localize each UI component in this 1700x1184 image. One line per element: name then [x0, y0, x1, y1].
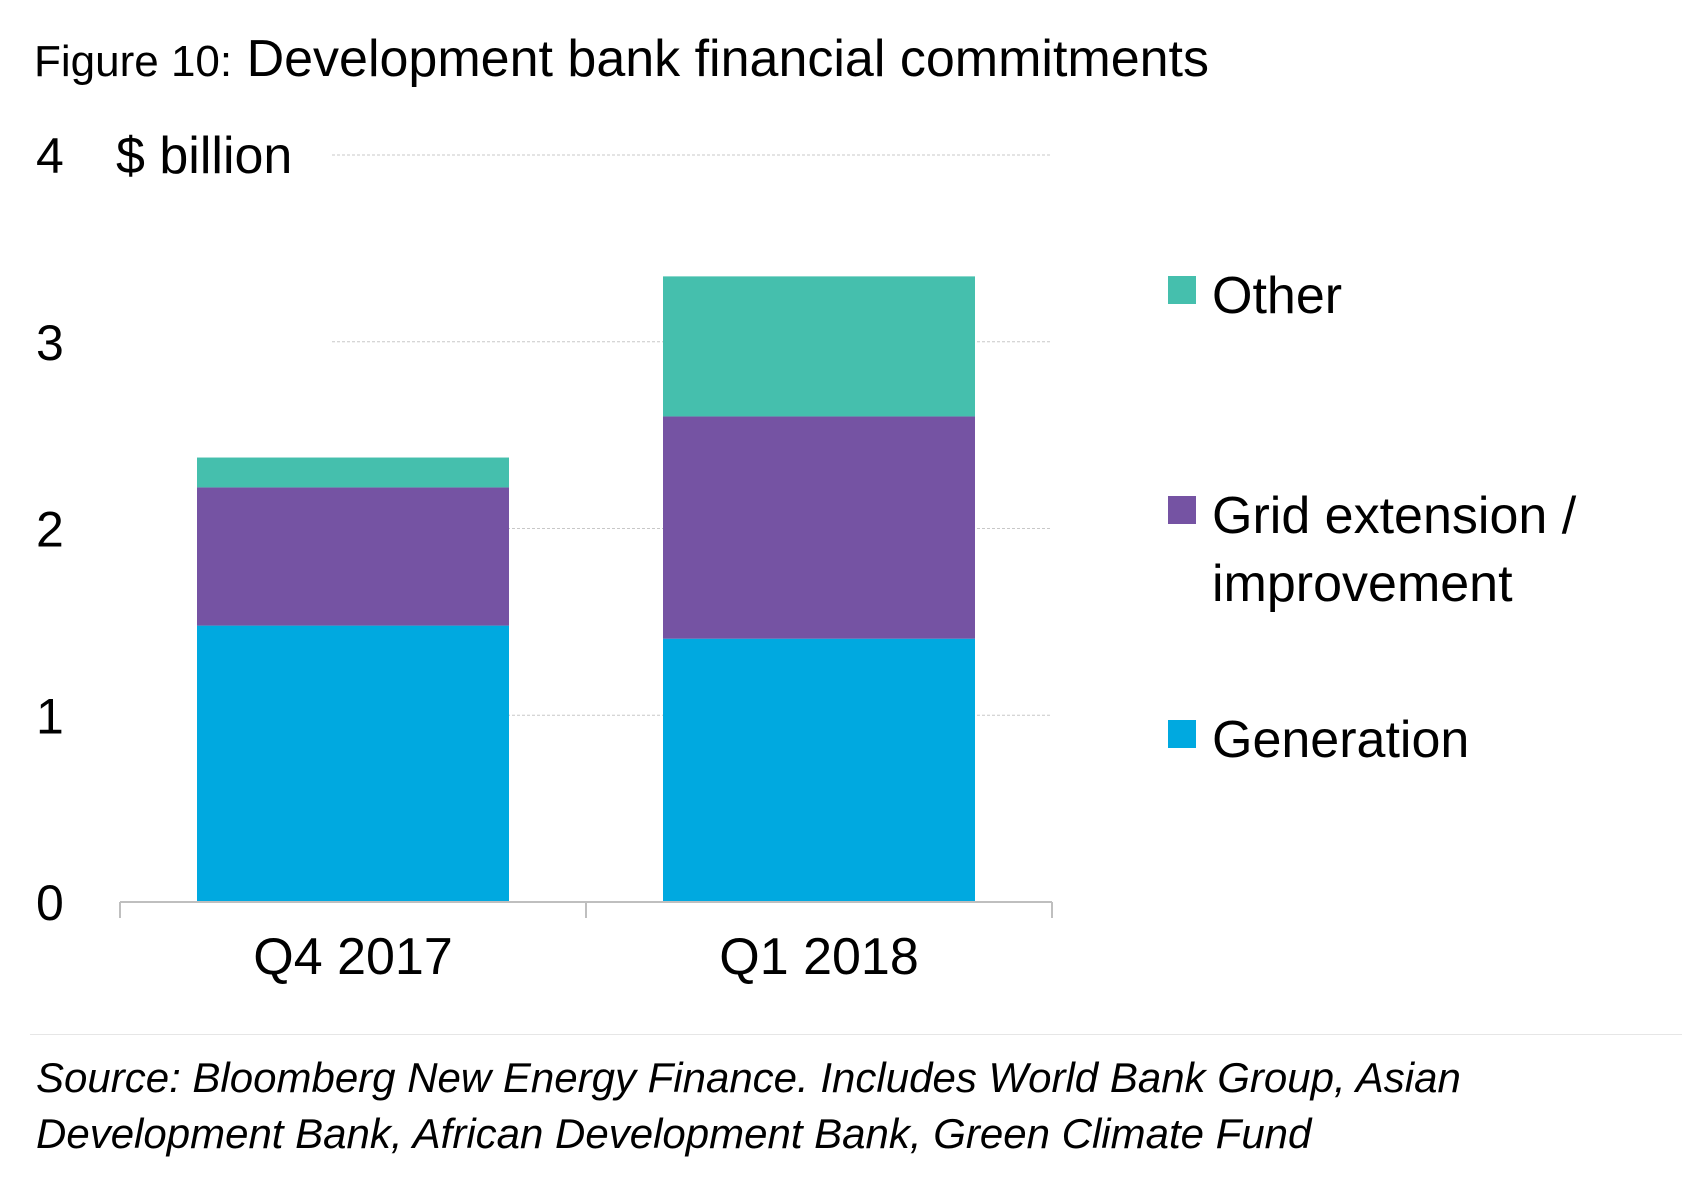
- legend-swatch: [1168, 276, 1196, 304]
- figure-label: Figure 10:: [34, 37, 233, 86]
- y-tick-label: 0: [36, 875, 64, 931]
- chart-title: Figure 10: Development bank financial co…: [34, 28, 1209, 90]
- bar-segment: [663, 416, 975, 639]
- legend-label: Grid extension / improvement: [1212, 487, 1577, 613]
- x-tick-label: Q4 2017: [253, 928, 453, 986]
- y-axis-label: $ billion: [116, 127, 292, 185]
- bar-segment: [663, 276, 975, 417]
- legend-item: Grid extension / improvement: [1168, 482, 1652, 618]
- chart-title-text: Development bank financial commitments: [246, 30, 1209, 88]
- bar-segment: [197, 625, 509, 902]
- legend-label: Other: [1212, 267, 1343, 325]
- source-divider: [30, 1034, 1682, 1035]
- legend-label: Generation: [1212, 711, 1470, 769]
- source-note: Source: Bloomberg New Energy Finance. In…: [36, 1054, 1461, 1157]
- y-tick-label: 1: [36, 688, 64, 744]
- bar-segment: [663, 638, 975, 902]
- y-tick-label: 3: [36, 315, 64, 371]
- x-tick-label: Q1 2018: [719, 928, 919, 986]
- y-tick-label: 2: [36, 502, 64, 558]
- legend-swatch: [1168, 496, 1196, 524]
- legend-swatch: [1168, 720, 1196, 748]
- bar-segment: [197, 487, 509, 626]
- legend-item: Other: [1168, 262, 1342, 330]
- y-tick-label: 4: [36, 128, 64, 184]
- legend-item: Generation: [1168, 706, 1469, 774]
- bar-segment: [197, 457, 509, 488]
